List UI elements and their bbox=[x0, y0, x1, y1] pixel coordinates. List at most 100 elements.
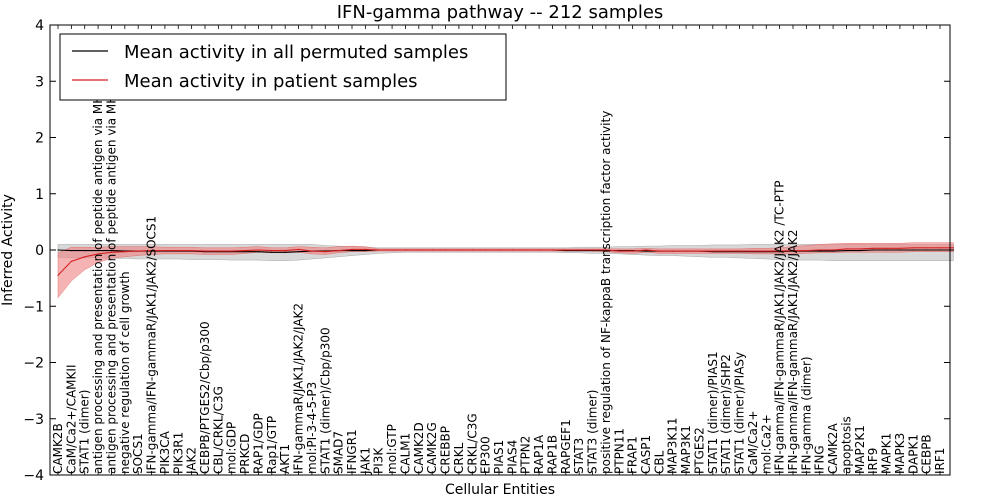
data-point-patient bbox=[738, 250, 741, 252]
data-point-patient bbox=[525, 249, 527, 251]
data-point-permuted bbox=[645, 250, 647, 252]
data-point-patient bbox=[685, 250, 687, 252]
data-point-patient bbox=[244, 250, 246, 252]
x-tick-label: CEBPB bbox=[920, 434, 934, 474]
data-point-patient bbox=[257, 249, 260, 251]
x-tick-label: SMAD7 bbox=[332, 431, 346, 474]
data-point-patient bbox=[324, 251, 326, 253]
x-tick-label: mol:GTP bbox=[385, 424, 399, 474]
x-axis-label: Cellular Entities bbox=[445, 482, 555, 498]
data-point-patient bbox=[725, 250, 727, 252]
x-tick-label: EP300 bbox=[479, 436, 493, 474]
data-point-patient bbox=[70, 260, 72, 262]
legend-box bbox=[59, 33, 507, 101]
data-point-patient bbox=[645, 249, 647, 251]
data-point-permuted bbox=[912, 249, 914, 251]
data-point-permuted bbox=[926, 249, 928, 251]
series-lines bbox=[57, 247, 955, 276]
x-tick-label: PIAS1 bbox=[492, 440, 506, 474]
chart-title: IFN-gamma pathway -- 212 samples bbox=[337, 2, 664, 23]
data-point-patient bbox=[939, 247, 941, 249]
data-point-patient bbox=[404, 249, 407, 251]
data-point-permuted bbox=[284, 251, 286, 253]
data-point-permuted bbox=[97, 250, 99, 252]
x-tick-label: IFN-gamma/IFN-gammaR/JAK1/JAK2/JAK2 /TC-… bbox=[773, 180, 787, 474]
data-point-patient bbox=[698, 250, 701, 252]
x-tick-label: PI3K bbox=[372, 447, 386, 474]
x-tick-label: STAT1 (dimer)/SHP2 bbox=[719, 354, 733, 474]
y-tick-label: 1 bbox=[35, 187, 44, 203]
x-tick-label: MAPK1 bbox=[880, 433, 894, 474]
data-point-patient bbox=[338, 250, 340, 252]
data-point-permuted bbox=[57, 249, 59, 251]
data-point-patient bbox=[672, 250, 674, 252]
x-tick-label: IFNGR1 bbox=[345, 429, 359, 474]
data-point-patient bbox=[458, 249, 460, 251]
data-point-patient bbox=[926, 247, 928, 249]
data-point-patient bbox=[364, 248, 366, 250]
data-point-patient bbox=[124, 251, 126, 253]
data-point-permuted bbox=[952, 249, 955, 251]
data-point-patient bbox=[765, 250, 767, 252]
x-tick-label: CEBPB/PTGES2/Cbp/p300 bbox=[198, 321, 212, 474]
data-point-patient bbox=[485, 249, 487, 251]
data-point-patient bbox=[191, 250, 193, 252]
x-tick-label: CBL/CRKL/C3G bbox=[211, 386, 225, 474]
x-tick-label: CREBBP bbox=[439, 426, 453, 474]
x-tick-label: CAMK2D bbox=[412, 422, 426, 474]
x-tick-label: JAK2 bbox=[185, 447, 199, 475]
data-point-permuted bbox=[84, 250, 86, 252]
data-point-patient bbox=[565, 249, 567, 251]
data-point-patient bbox=[832, 249, 834, 251]
x-tick-label: CAMK2G bbox=[425, 422, 439, 474]
data-point-patient bbox=[204, 250, 206, 252]
x-tick-label: PTPN11 bbox=[612, 428, 626, 474]
data-point-permuted bbox=[271, 251, 273, 253]
data-point-patient bbox=[498, 249, 500, 251]
data-point-permuted bbox=[885, 249, 888, 251]
data-point-patient bbox=[885, 247, 888, 249]
data-point-patient bbox=[217, 250, 219, 252]
x-tick-label: CAMK2A bbox=[826, 423, 840, 474]
data-point-patient bbox=[271, 250, 273, 252]
legend: Mean activity in all permuted samples Me… bbox=[59, 33, 507, 101]
x-tick-label: RAP1B bbox=[546, 435, 560, 474]
x-tick-label: PIK3CA bbox=[158, 430, 172, 474]
x-tick-label: MAP2K1 bbox=[853, 425, 867, 474]
x-tick-label: mol:GDP bbox=[225, 422, 239, 474]
y-tick-label: −2 bbox=[23, 356, 44, 372]
data-point-patient bbox=[792, 250, 794, 252]
x-tick-label: CASP1 bbox=[639, 435, 653, 474]
data-point-patient bbox=[605, 249, 607, 251]
data-point-patient bbox=[311, 250, 313, 252]
x-tick-label: IFN-gamma (dimer) bbox=[799, 356, 813, 474]
x-tick-label: IFN-gamma/IFN-gammaR/JAK1/JAK2/JAK2 bbox=[786, 229, 800, 474]
x-tick-label: PTGES2 bbox=[693, 427, 707, 474]
x-tick-label: mol:Ca2+ bbox=[759, 414, 773, 474]
data-point-patient bbox=[84, 256, 86, 258]
x-tick-label: IRF1 bbox=[933, 448, 947, 474]
y-tick-label: 0 bbox=[35, 243, 44, 259]
series-line-patient bbox=[57, 247, 954, 276]
data-point-permuted bbox=[872, 249, 874, 251]
data-point-patient bbox=[97, 253, 99, 255]
x-axis-ticks: CAMK2B CaM/Ca2+/CAMKII STAT1 (dimer) antige… bbox=[51, 25, 947, 475]
x-tick-label: PTPN2 bbox=[519, 436, 533, 474]
x-tick-label: CAMK2B bbox=[51, 423, 65, 474]
x-tick-label: STAT1 (dimer)/PIAS1 bbox=[706, 351, 720, 474]
legend-label-permuted: Mean activity in all permuted samples bbox=[124, 42, 468, 63]
x-tick-label: negative regulation of cell growth bbox=[118, 271, 132, 474]
x-tick-label: RAP1/GDP bbox=[252, 413, 266, 474]
y-tick-label: −4 bbox=[23, 468, 44, 484]
data-point-patient bbox=[618, 250, 620, 252]
x-tick-label: PIAS4 bbox=[505, 440, 519, 474]
y-axis-label: Inferred Activity bbox=[0, 194, 16, 306]
data-point-patient bbox=[164, 250, 166, 252]
data-point-patient bbox=[805, 250, 808, 252]
data-point-patient bbox=[899, 247, 901, 249]
data-point-permuted bbox=[257, 251, 260, 253]
data-point-patient bbox=[872, 247, 874, 249]
x-tick-label: JAK1 bbox=[358, 447, 372, 475]
data-point-patient bbox=[578, 249, 580, 251]
y-axis-ticks: 4 3 2 1 0 −1 −2 −3 −4 bbox=[23, 18, 950, 484]
